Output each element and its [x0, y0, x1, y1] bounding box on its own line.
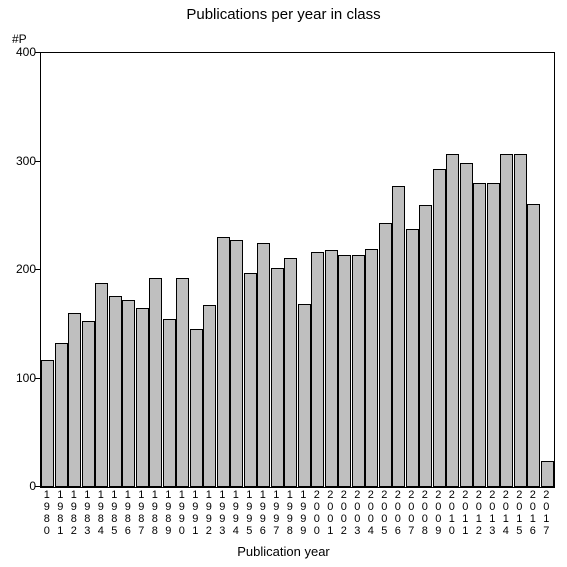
- bar: [284, 258, 297, 487]
- yaxis-unit-label: #P: [12, 32, 27, 46]
- xtick-label: 2003: [351, 489, 365, 537]
- xtick-label: 1993: [216, 489, 230, 537]
- bar: [244, 273, 257, 487]
- xtick-label: 2006: [391, 489, 405, 537]
- xtick-label: 1987: [135, 489, 149, 537]
- xtick-label: 1983: [81, 489, 95, 537]
- plot-area: [40, 52, 555, 488]
- xtick-label: 1999: [297, 489, 311, 537]
- xtick-label: 2013: [486, 489, 500, 537]
- xtick-label: 1989: [162, 489, 176, 537]
- bar: [419, 205, 432, 487]
- xtick-label: 2000: [310, 489, 324, 537]
- xtick-label: 2007: [405, 489, 419, 537]
- bar: [217, 237, 230, 487]
- xtick-label: 2009: [432, 489, 446, 537]
- xtick-label: 2008: [418, 489, 432, 537]
- xtick-label: 2001: [324, 489, 338, 537]
- ytick-label: 100: [6, 371, 36, 385]
- bar: [514, 154, 527, 487]
- bar: [149, 278, 162, 487]
- xtick-label: 2011: [459, 489, 473, 537]
- ytick-mark: [35, 269, 40, 270]
- xtick-label: 1995: [243, 489, 257, 537]
- bar: [311, 252, 324, 487]
- bar: [460, 163, 473, 487]
- bar: [163, 319, 176, 487]
- bar: [365, 249, 378, 487]
- bar: [500, 154, 513, 487]
- bar: [95, 283, 108, 487]
- xtick-label: 1990: [175, 489, 189, 537]
- ytick-label: 0: [6, 479, 36, 493]
- chart-title: Publications per year in class: [0, 6, 567, 23]
- bar: [136, 308, 149, 487]
- xtick-label: 2016: [526, 489, 540, 537]
- xtick-label: 1991: [189, 489, 203, 537]
- bar: [68, 313, 81, 487]
- bar: [271, 268, 284, 487]
- bar: [41, 360, 54, 487]
- xtick-label: 2010: [445, 489, 459, 537]
- bar: [203, 305, 216, 487]
- xtick-label: 2017: [540, 489, 554, 537]
- xtick-label: 1981: [54, 489, 68, 537]
- ytick-mark: [35, 378, 40, 379]
- bar: [55, 343, 68, 487]
- bar: [82, 321, 95, 487]
- chart-container: Publications per year in class #P Public…: [0, 0, 567, 567]
- ytick-label: 300: [6, 154, 36, 168]
- bar: [527, 204, 540, 487]
- bar: [473, 183, 486, 487]
- bar: [406, 229, 419, 487]
- bar: [190, 329, 203, 487]
- xaxis-label: Publication year: [0, 544, 567, 559]
- bar: [230, 240, 243, 487]
- xtick-label: 1992: [202, 489, 216, 537]
- xtick-label: 1986: [121, 489, 135, 537]
- bar: [379, 223, 392, 487]
- xtick-label: 2005: [378, 489, 392, 537]
- xtick-label: 2012: [472, 489, 486, 537]
- bar: [122, 300, 135, 487]
- xtick-label: 1998: [283, 489, 297, 537]
- xtick-label: 1997: [270, 489, 284, 537]
- ytick-mark: [35, 161, 40, 162]
- bar: [109, 296, 122, 487]
- xtick-label: 1994: [229, 489, 243, 537]
- bar: [433, 169, 446, 487]
- ytick-label: 400: [6, 45, 36, 59]
- bar: [325, 250, 338, 487]
- bar: [338, 255, 351, 487]
- xtick-label: 1996: [256, 489, 270, 537]
- bar: [392, 186, 405, 487]
- bar: [446, 154, 459, 487]
- xtick-label: 1984: [94, 489, 108, 537]
- bar: [176, 278, 189, 487]
- xtick-label: 2015: [513, 489, 527, 537]
- ytick-mark: [35, 52, 40, 53]
- bar: [487, 183, 500, 487]
- xtick-label: 2014: [499, 489, 513, 537]
- bar: [257, 243, 270, 487]
- ytick-label: 200: [6, 262, 36, 276]
- xtick-label: 1982: [67, 489, 81, 537]
- bar: [298, 304, 311, 487]
- bar: [541, 461, 554, 487]
- xtick-label: 2004: [364, 489, 378, 537]
- ytick-mark: [35, 486, 40, 487]
- xtick-label: 2002: [337, 489, 351, 537]
- bar: [352, 255, 365, 487]
- xtick-label: 1988: [148, 489, 162, 537]
- xtick-label: 1980: [40, 489, 54, 537]
- xtick-label: 1985: [108, 489, 122, 537]
